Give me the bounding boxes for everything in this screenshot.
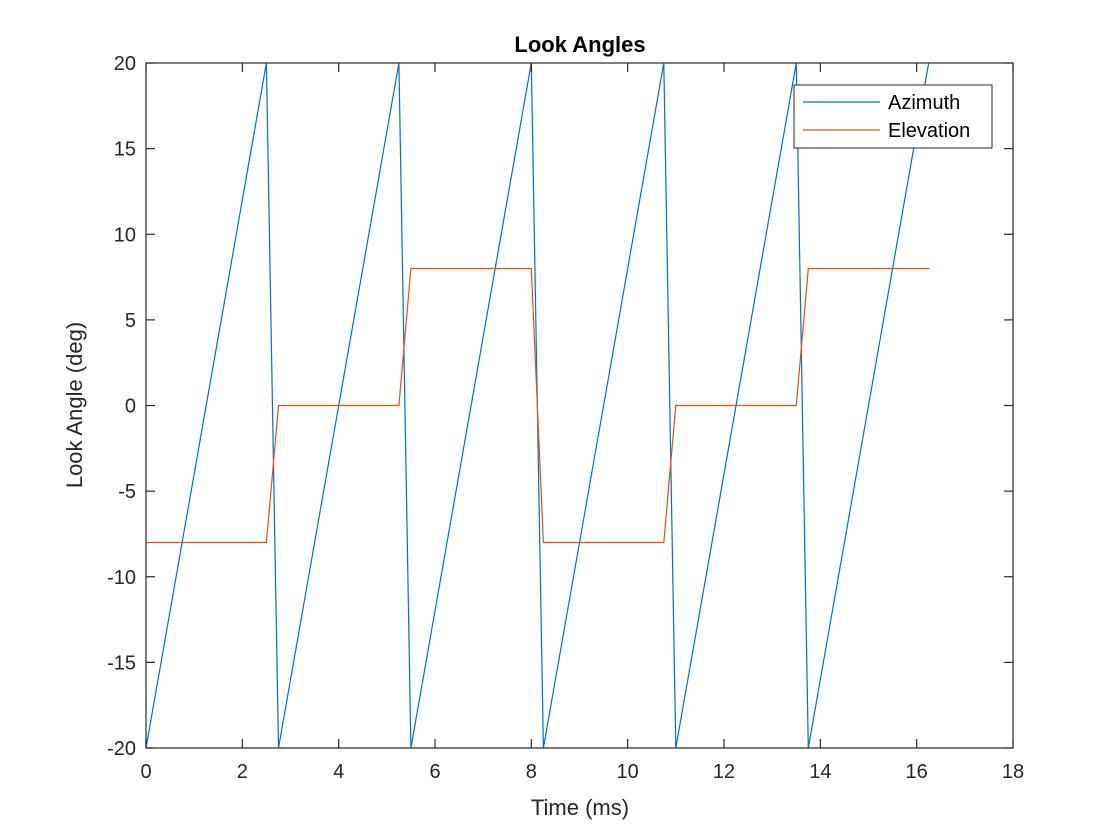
series-elevation bbox=[146, 267, 930, 544]
y-tick-label: 0 bbox=[125, 396, 136, 418]
y-tick-label: 15 bbox=[114, 139, 136, 161]
x-tick-label: 18 bbox=[1002, 761, 1024, 783]
y-tick-label: 10 bbox=[114, 224, 136, 246]
legend: Azimuth Elevation bbox=[793, 84, 993, 149]
x-tick-label: 6 bbox=[429, 761, 440, 783]
y-axis-label: Look Angle (deg) bbox=[62, 322, 87, 488]
y-tick-label: -20 bbox=[107, 738, 136, 760]
x-tick-label: 10 bbox=[617, 761, 639, 783]
chart-title: Look Angles bbox=[514, 32, 645, 57]
x-tick-label: 16 bbox=[906, 761, 928, 783]
y-tick-label: -5 bbox=[118, 481, 136, 503]
x-tick-label: 2 bbox=[237, 761, 248, 783]
x-tick-label: 0 bbox=[140, 761, 151, 783]
y-tick-label: 20 bbox=[114, 53, 136, 75]
x-tick-label: 8 bbox=[526, 761, 537, 783]
x-tick-label: 4 bbox=[333, 761, 344, 783]
legend-entry: Elevation bbox=[888, 120, 970, 142]
x-tick-label: 12 bbox=[713, 761, 735, 783]
x-axis-label: Time (ms) bbox=[531, 795, 629, 820]
plot-area: 0 2 4 6 8 10 12 14 16 18 -20 -15 -10 -5 0 5 10 15 20 bbox=[107, 53, 1024, 783]
axes-box bbox=[145, 62, 1014, 749]
x-tick-label: 14 bbox=[809, 761, 831, 783]
y-tick-label: -10 bbox=[107, 567, 136, 589]
legend-entry: Azimuth bbox=[888, 92, 960, 114]
y-tick-label: -15 bbox=[107, 652, 136, 674]
y-tick-label: 5 bbox=[125, 310, 136, 332]
